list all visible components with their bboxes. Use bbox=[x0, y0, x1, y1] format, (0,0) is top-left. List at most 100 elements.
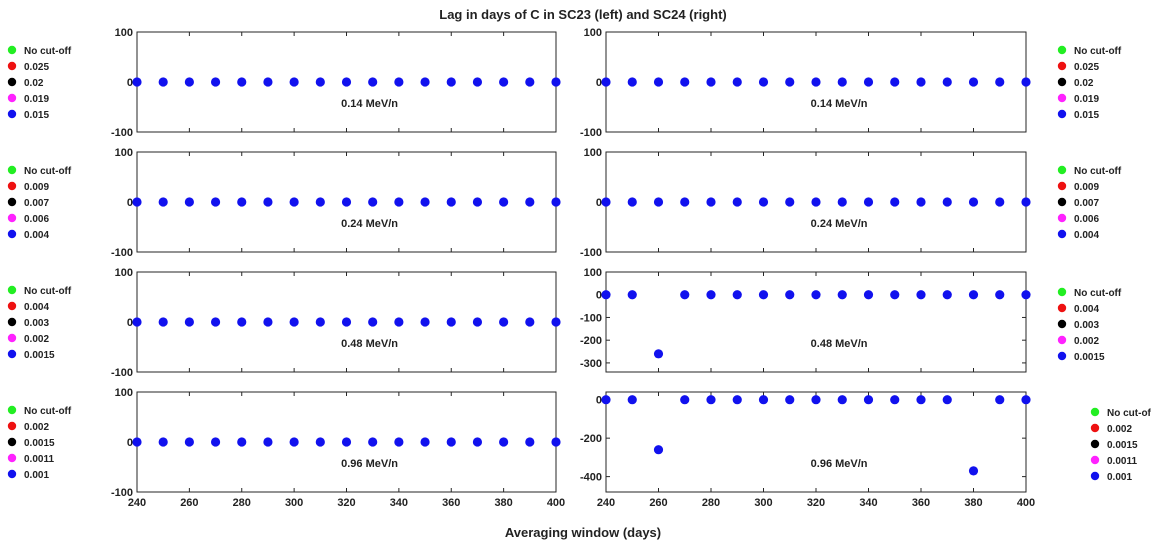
y-tick-label: -100 bbox=[580, 312, 602, 324]
legend-label: 0.002 bbox=[1074, 336, 1099, 347]
data-point bbox=[184, 437, 194, 447]
data-point bbox=[551, 77, 561, 87]
panel-sc23-row-2: -100 0 100 0.24 MeV/n No cut-off 0.009 0.007 0.… bbox=[7, 147, 561, 259]
y-tick-label: 100 bbox=[115, 147, 133, 159]
data-point bbox=[446, 77, 456, 87]
x-tick-label: 340 bbox=[859, 497, 877, 509]
y-tick-label: -100 bbox=[111, 487, 133, 499]
data-point bbox=[420, 77, 430, 87]
y-tick-label: 100 bbox=[115, 387, 133, 399]
data-point bbox=[237, 77, 247, 87]
axes-frame bbox=[605, 391, 1027, 493]
figure-title: Lag in days of C in SC23 (left) and SC24… bbox=[439, 7, 726, 22]
data-point bbox=[968, 290, 979, 300]
legend-marker bbox=[7, 349, 17, 359]
x-tick-label: 280 bbox=[702, 497, 720, 509]
y-tick-label: 100 bbox=[115, 267, 133, 279]
y-tick-label: 0 bbox=[127, 437, 133, 449]
data-point bbox=[210, 77, 221, 87]
data-point bbox=[995, 77, 1005, 87]
data-point bbox=[627, 197, 637, 207]
legend-label: 0.002 bbox=[24, 334, 49, 345]
data-point bbox=[394, 317, 404, 327]
data-point bbox=[706, 77, 716, 87]
data-point bbox=[732, 197, 742, 207]
data-point bbox=[420, 437, 430, 447]
x-tick-label: 320 bbox=[337, 497, 355, 509]
data-point bbox=[341, 437, 352, 447]
legend-marker bbox=[7, 333, 17, 343]
data-point bbox=[132, 197, 142, 207]
data-point bbox=[263, 77, 273, 87]
legend-marker bbox=[7, 453, 17, 463]
legend-label: 0.004 bbox=[24, 302, 49, 313]
x-tick-label: 400 bbox=[547, 497, 565, 509]
legend-marker bbox=[1057, 45, 1067, 55]
legend-label: No cut-off bbox=[1107, 408, 1151, 419]
data-point bbox=[811, 395, 821, 405]
legend-marker bbox=[1090, 423, 1100, 433]
data-point bbox=[706, 197, 716, 207]
legend-label: 0.009 bbox=[1074, 182, 1099, 193]
data-point bbox=[525, 77, 535, 87]
x-tick-label: 380 bbox=[494, 497, 512, 509]
data-point bbox=[551, 437, 561, 447]
legend-label: 0.002 bbox=[1107, 424, 1132, 435]
y-tick-label: 0 bbox=[596, 77, 602, 89]
legend-label: 0.006 bbox=[24, 214, 49, 225]
data-point bbox=[863, 290, 874, 300]
data-point bbox=[158, 437, 168, 447]
legend-marker bbox=[1057, 181, 1067, 191]
legend-marker bbox=[7, 229, 17, 239]
data-point bbox=[758, 290, 769, 300]
panel-sc23-row-1: -100 0 100 0.14 MeV/n No cut-off 0.025 0.02 0.0… bbox=[7, 27, 561, 139]
legend-marker bbox=[1090, 455, 1100, 465]
y-tick-label: 100 bbox=[115, 27, 133, 39]
energy-annotation: 0.24 MeV/n bbox=[341, 218, 398, 230]
data-point bbox=[968, 77, 979, 87]
y-tick-label: 0 bbox=[127, 77, 133, 89]
data-point bbox=[368, 317, 378, 327]
data-point bbox=[1021, 395, 1031, 405]
data-point bbox=[890, 77, 900, 87]
data-point bbox=[811, 197, 821, 207]
legend-label: 0.003 bbox=[24, 318, 49, 329]
data-point bbox=[420, 197, 430, 207]
data-point bbox=[653, 77, 664, 87]
data-point bbox=[237, 437, 247, 447]
x-tick-label: 280 bbox=[233, 497, 251, 509]
x-tick-label: 260 bbox=[649, 497, 667, 509]
y-tick-label: 0 bbox=[596, 290, 602, 302]
y-tick-label: -100 bbox=[111, 127, 133, 139]
legend-marker bbox=[1057, 335, 1067, 345]
data-point bbox=[837, 77, 847, 87]
data-point bbox=[289, 317, 299, 327]
legend-marker bbox=[7, 301, 17, 311]
legend-marker bbox=[7, 45, 17, 55]
legend-label: 0.001 bbox=[24, 470, 49, 481]
data-point bbox=[601, 395, 611, 405]
data-point bbox=[341, 197, 352, 207]
data-point bbox=[499, 437, 509, 447]
legend-label: 0.02 bbox=[24, 78, 44, 89]
data-point bbox=[472, 437, 483, 447]
data-point bbox=[132, 77, 142, 87]
legend-label: 0.006 bbox=[1074, 214, 1099, 225]
data-point bbox=[916, 77, 926, 87]
energy-annotation: 0.24 MeV/n bbox=[811, 218, 868, 230]
data-point bbox=[446, 197, 456, 207]
y-tick-label: -400 bbox=[580, 472, 602, 484]
data-point bbox=[785, 290, 795, 300]
data-point bbox=[446, 437, 456, 447]
data-point bbox=[680, 77, 690, 87]
x-tick-label: 360 bbox=[442, 497, 460, 509]
data-point bbox=[446, 317, 456, 327]
legend-label: 0.015 bbox=[1074, 110, 1099, 121]
x-tick-label: 300 bbox=[754, 497, 772, 509]
data-point bbox=[890, 290, 900, 300]
data-point bbox=[968, 197, 979, 207]
y-tick-label: 0 bbox=[596, 197, 602, 209]
data-point bbox=[995, 197, 1005, 207]
data-point bbox=[758, 395, 769, 405]
